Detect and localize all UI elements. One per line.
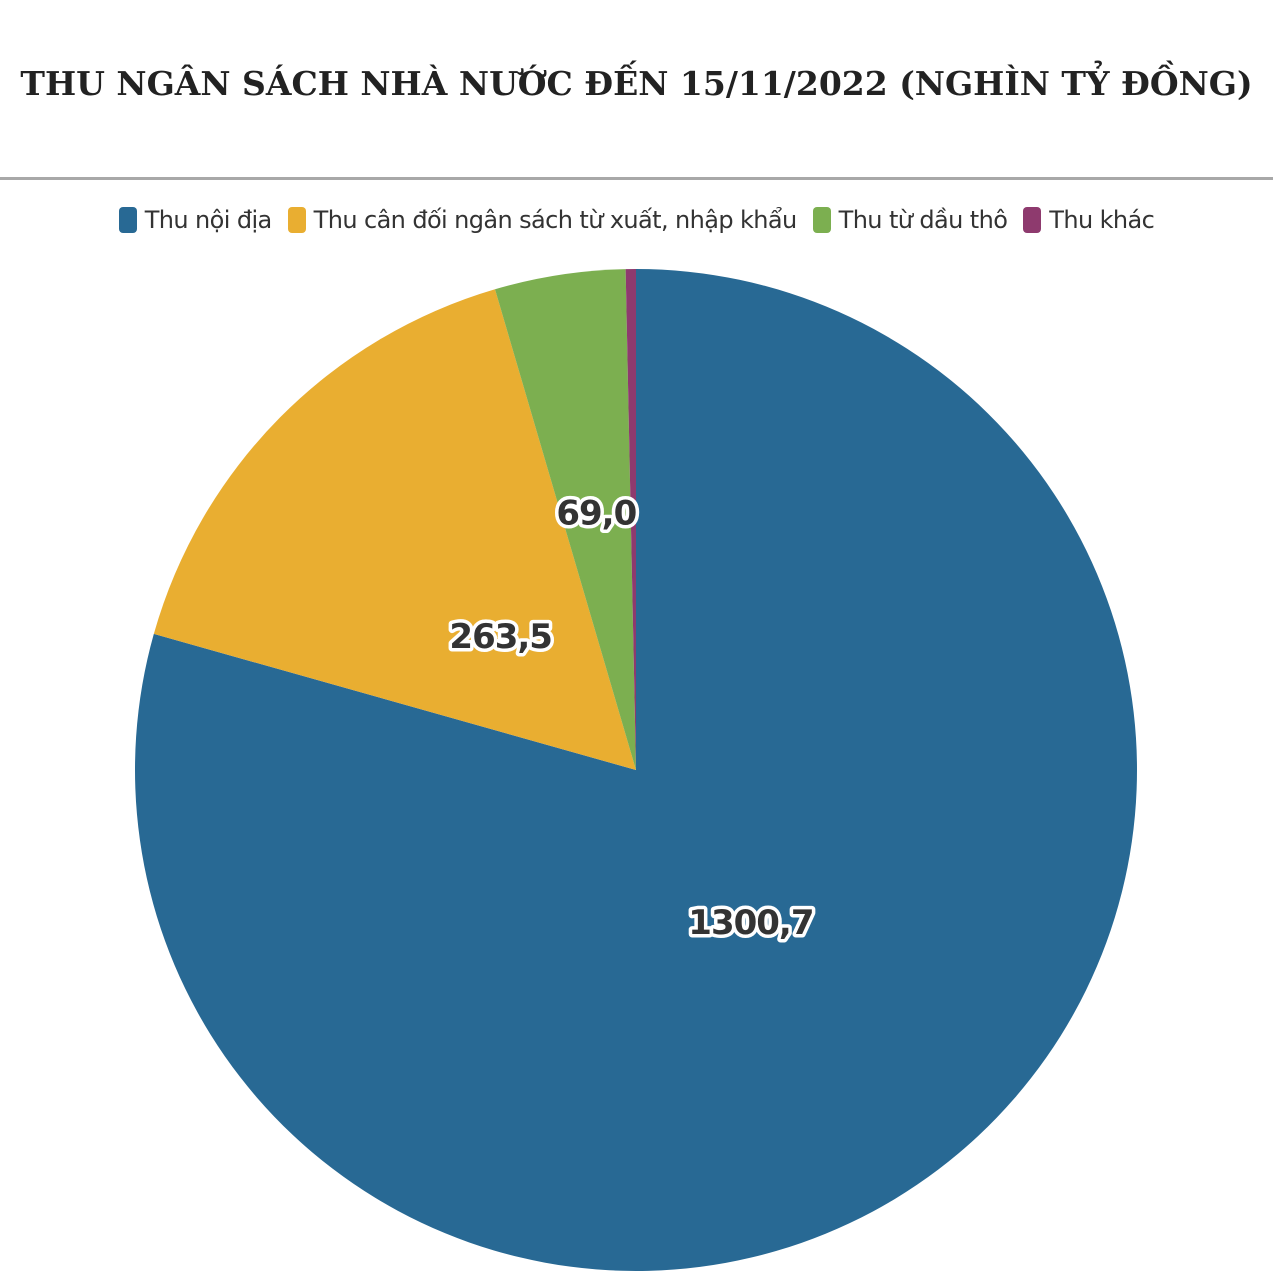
legend-swatch: [812, 207, 831, 233]
legend-item[interactable]: Thu nội địa: [118, 206, 273, 234]
pie-slice[interactable]: [625, 269, 636, 770]
legend-item[interactable]: Thu khác: [1023, 206, 1155, 234]
legend-item[interactable]: Thu từ dầu thô: [812, 206, 1008, 234]
data-label: 1300,7: [688, 903, 813, 943]
legend-item[interactable]: Thu cân đối ngân sách từ xuất, nhập khẩu: [287, 206, 798, 234]
pie-slice[interactable]: [153, 289, 637, 770]
pie-slice[interactable]: [495, 269, 636, 770]
title-divider: [0, 177, 1273, 180]
data-label: 69,0: [556, 494, 636, 534]
legend-label: Thu từ dầu thô: [838, 206, 1008, 234]
legend: Thu nội địa Thu cân đối ngân sách từ xuất…: [0, 206, 1273, 234]
legend-label: Thu cân đối ngân sách từ xuất, nhập khẩu: [313, 206, 798, 234]
data-label: 263,5: [449, 617, 552, 657]
legend-label: Thu nội địa: [144, 206, 273, 234]
legend-label: Thu khác: [1049, 206, 1155, 234]
chart-title: THU NGÂN SÁCH NHÀ NƯỚC ĐẾN 15/11/2022 (N…: [20, 64, 1253, 103]
legend-swatch: [1023, 207, 1042, 233]
legend-swatch: [118, 207, 137, 233]
legend-swatch: [287, 207, 306, 233]
